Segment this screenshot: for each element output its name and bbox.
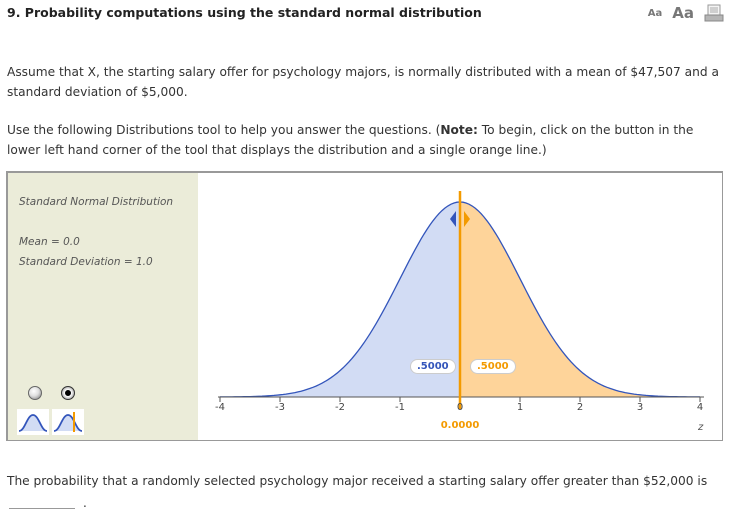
right-area-value: .5000: [470, 359, 516, 374]
instructions-suffix: To begin, click on the button in the low…: [7, 123, 694, 157]
tick-label: -4: [215, 402, 225, 413]
tool-side-panel: Standard Normal Distribution Mean = 0.0 …: [8, 173, 198, 440]
page-title: 9. Probability computations using the st…: [7, 5, 482, 20]
move-right-arrow-icon[interactable]: [464, 211, 470, 227]
distributions-tool: Standard Normal Distribution Mean = 0.0 …: [6, 171, 723, 441]
distribution-plot[interactable]: -4 -3 -2 -1 0 1 2 3 4 .5000 .5000 0.0000 z: [198, 173, 723, 441]
left-area-value: .5000: [410, 359, 456, 374]
tick-label: -2: [335, 402, 345, 413]
distribution-name: Standard Normal Distribution: [19, 196, 174, 208]
answer-blank[interactable]: [9, 508, 75, 509]
answer-terminator: .: [83, 496, 87, 510]
display-tools: Aa Aa: [648, 4, 724, 22]
z-axis-label: z: [698, 422, 704, 433]
question-text: The probability that a randomly selected…: [7, 474, 708, 488]
tick-label: 2: [576, 402, 584, 413]
tick-label: 1: [516, 402, 524, 413]
problem-statement: Assume that X, the starting salary offer…: [7, 65, 719, 99]
tick-label: 4: [696, 402, 704, 413]
cut-line-z-value[interactable]: 0.0000: [440, 420, 480, 431]
increase-font-button[interactable]: Aa: [672, 4, 694, 22]
print-icon[interactable]: [704, 4, 724, 22]
tick-label: -3: [275, 402, 285, 413]
tool-instructions: Use the following Distributions tool to …: [7, 120, 727, 160]
left-tail-area: [220, 202, 460, 397]
sd-label: Standard Deviation = 1.0: [19, 256, 153, 268]
mode-radio-distribution-only[interactable]: [28, 386, 42, 400]
mode-radio-single-line[interactable]: [61, 386, 75, 400]
note-label: Note:: [440, 123, 478, 137]
move-left-arrow-icon[interactable]: [450, 211, 456, 227]
instructions-prefix: Use the following Distributions tool to …: [7, 123, 441, 137]
normal-curve-line-icon[interactable]: [52, 409, 84, 435]
tick-label: 3: [636, 402, 644, 413]
mean-label: Mean = 0.0: [19, 236, 80, 248]
normal-curve-icon[interactable]: [17, 409, 49, 435]
tick-label: -1: [395, 402, 405, 413]
tick-label: 0: [456, 402, 464, 413]
right-tail-area: [460, 202, 700, 397]
decrease-font-button[interactable]: Aa: [647, 8, 663, 19]
